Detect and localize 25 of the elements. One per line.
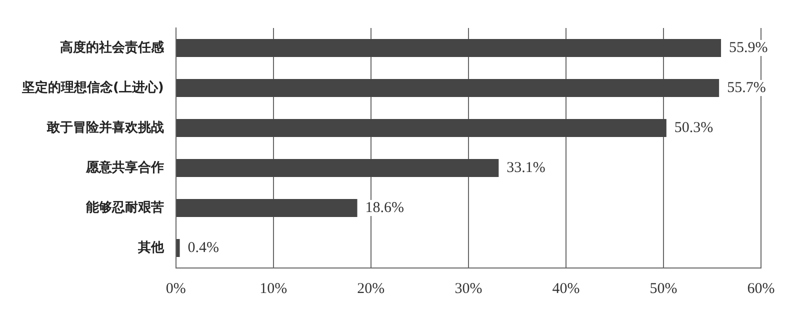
bar — [176, 159, 499, 177]
data-label: 18.6% — [365, 200, 404, 216]
data-label: 50.3% — [674, 120, 714, 136]
data-label: 55.9% — [729, 40, 768, 56]
x-tick-label: 40% — [552, 280, 580, 297]
x-tick-label: 30% — [454, 280, 482, 297]
bar — [176, 239, 180, 257]
data-label: 55.7% — [727, 80, 766, 96]
y-tick-label: 坚定的理想信念(上进心) — [20, 79, 164, 96]
data-label: 0.4% — [188, 240, 220, 256]
data-label: 33.1% — [506, 160, 546, 176]
x-tick-label: 0% — [166, 280, 186, 297]
x-tick-label: 10% — [260, 280, 288, 297]
y-tick-label: 其他 — [136, 240, 165, 256]
bar — [176, 79, 720, 97]
bar — [176, 39, 722, 57]
x-tick-label: 50% — [650, 280, 678, 297]
y-tick-label: 愿意共享合作 — [84, 159, 164, 176]
y-tick-label: 高度的社会责任感 — [60, 39, 165, 56]
x-tick-label: 60% — [747, 280, 775, 297]
x-tick-label: 20% — [357, 280, 385, 297]
bar — [176, 199, 358, 217]
y-tick-label: 能够忍耐艰苦 — [86, 199, 164, 216]
bar — [176, 119, 666, 137]
y-tick-label: 敢于冒险并喜欢挑战 — [46, 119, 164, 136]
